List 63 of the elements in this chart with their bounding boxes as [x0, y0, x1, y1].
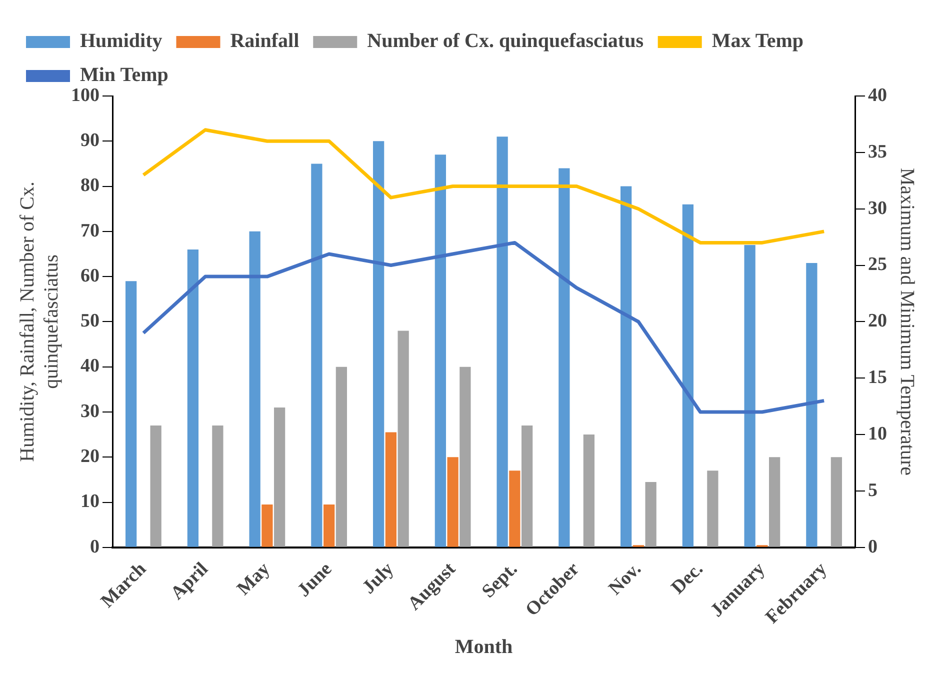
x-tick-label: Sept. — [478, 558, 522, 602]
y-tick-label: 10 — [80, 491, 100, 512]
x-tick-label: May — [233, 558, 275, 600]
y-tick-label: 0 — [90, 536, 100, 558]
y2-tick-label: 0 — [868, 536, 878, 558]
x-tick-label: June — [294, 558, 336, 602]
y2-tick-label: 40 — [868, 84, 887, 106]
bar — [187, 249, 199, 547]
y-tick-label: 80 — [80, 175, 100, 196]
bar — [645, 482, 656, 547]
bar — [385, 432, 397, 547]
bar — [262, 504, 273, 547]
bar — [509, 470, 520, 547]
y2-tick-label: 35 — [868, 141, 887, 162]
bar — [434, 154, 446, 547]
bar — [682, 204, 694, 547]
bar — [583, 434, 595, 547]
y-tick-label: 90 — [80, 130, 100, 152]
legend-label: Number of Cx. quinquefasciatus — [367, 30, 644, 52]
bar — [620, 186, 632, 547]
y-tick-label: 70 — [80, 220, 100, 242]
bar — [744, 244, 756, 547]
bar — [521, 426, 533, 547]
y2-tick-label: 30 — [868, 198, 887, 219]
bar — [249, 231, 260, 547]
y-tick-label: 100 — [71, 84, 100, 106]
legend-label: Humidity — [80, 30, 162, 52]
bar — [150, 426, 162, 547]
bar — [323, 504, 335, 547]
bar — [496, 136, 508, 547]
legend-label: Rainfall — [230, 30, 300, 52]
y-tick-label: 20 — [80, 446, 100, 468]
bar — [558, 168, 570, 547]
legend-label: Max Temp — [712, 30, 804, 52]
bar — [125, 281, 137, 547]
bar — [460, 366, 471, 547]
y2-tick-label: 10 — [868, 423, 887, 444]
bar — [707, 470, 718, 547]
bar — [274, 407, 286, 547]
y2-tick-label: 25 — [868, 254, 887, 276]
y2-tick-label: 20 — [868, 310, 887, 332]
x-tick-label: July — [358, 558, 398, 598]
y-tick-label: 30 — [80, 400, 100, 422]
bar — [768, 457, 780, 547]
bar — [447, 457, 458, 547]
bar — [398, 330, 409, 547]
bar — [372, 141, 384, 547]
y-axis-title: Humidity, Rainfall, Number of Cx. quinquefasciatus — [16, 182, 62, 462]
bar — [830, 457, 842, 547]
bar — [311, 164, 322, 547]
x-axis-title: Month — [454, 636, 513, 658]
y2-axis-title: Maximum and Minimum Temperature — [896, 168, 918, 476]
y2-tick-label: 15 — [868, 367, 887, 388]
bar — [336, 366, 348, 547]
y-tick-label: 50 — [80, 310, 100, 332]
legend-label: Min Temp — [80, 64, 168, 86]
y-tick-label: 60 — [80, 265, 100, 286]
x-tick-label: Dec. — [667, 558, 708, 598]
bar — [212, 426, 224, 547]
y-tick-label: 40 — [80, 356, 100, 377]
bar — [806, 263, 818, 547]
x-tick-label: Nov. — [604, 558, 646, 600]
y2-tick-label: 5 — [868, 480, 878, 501]
